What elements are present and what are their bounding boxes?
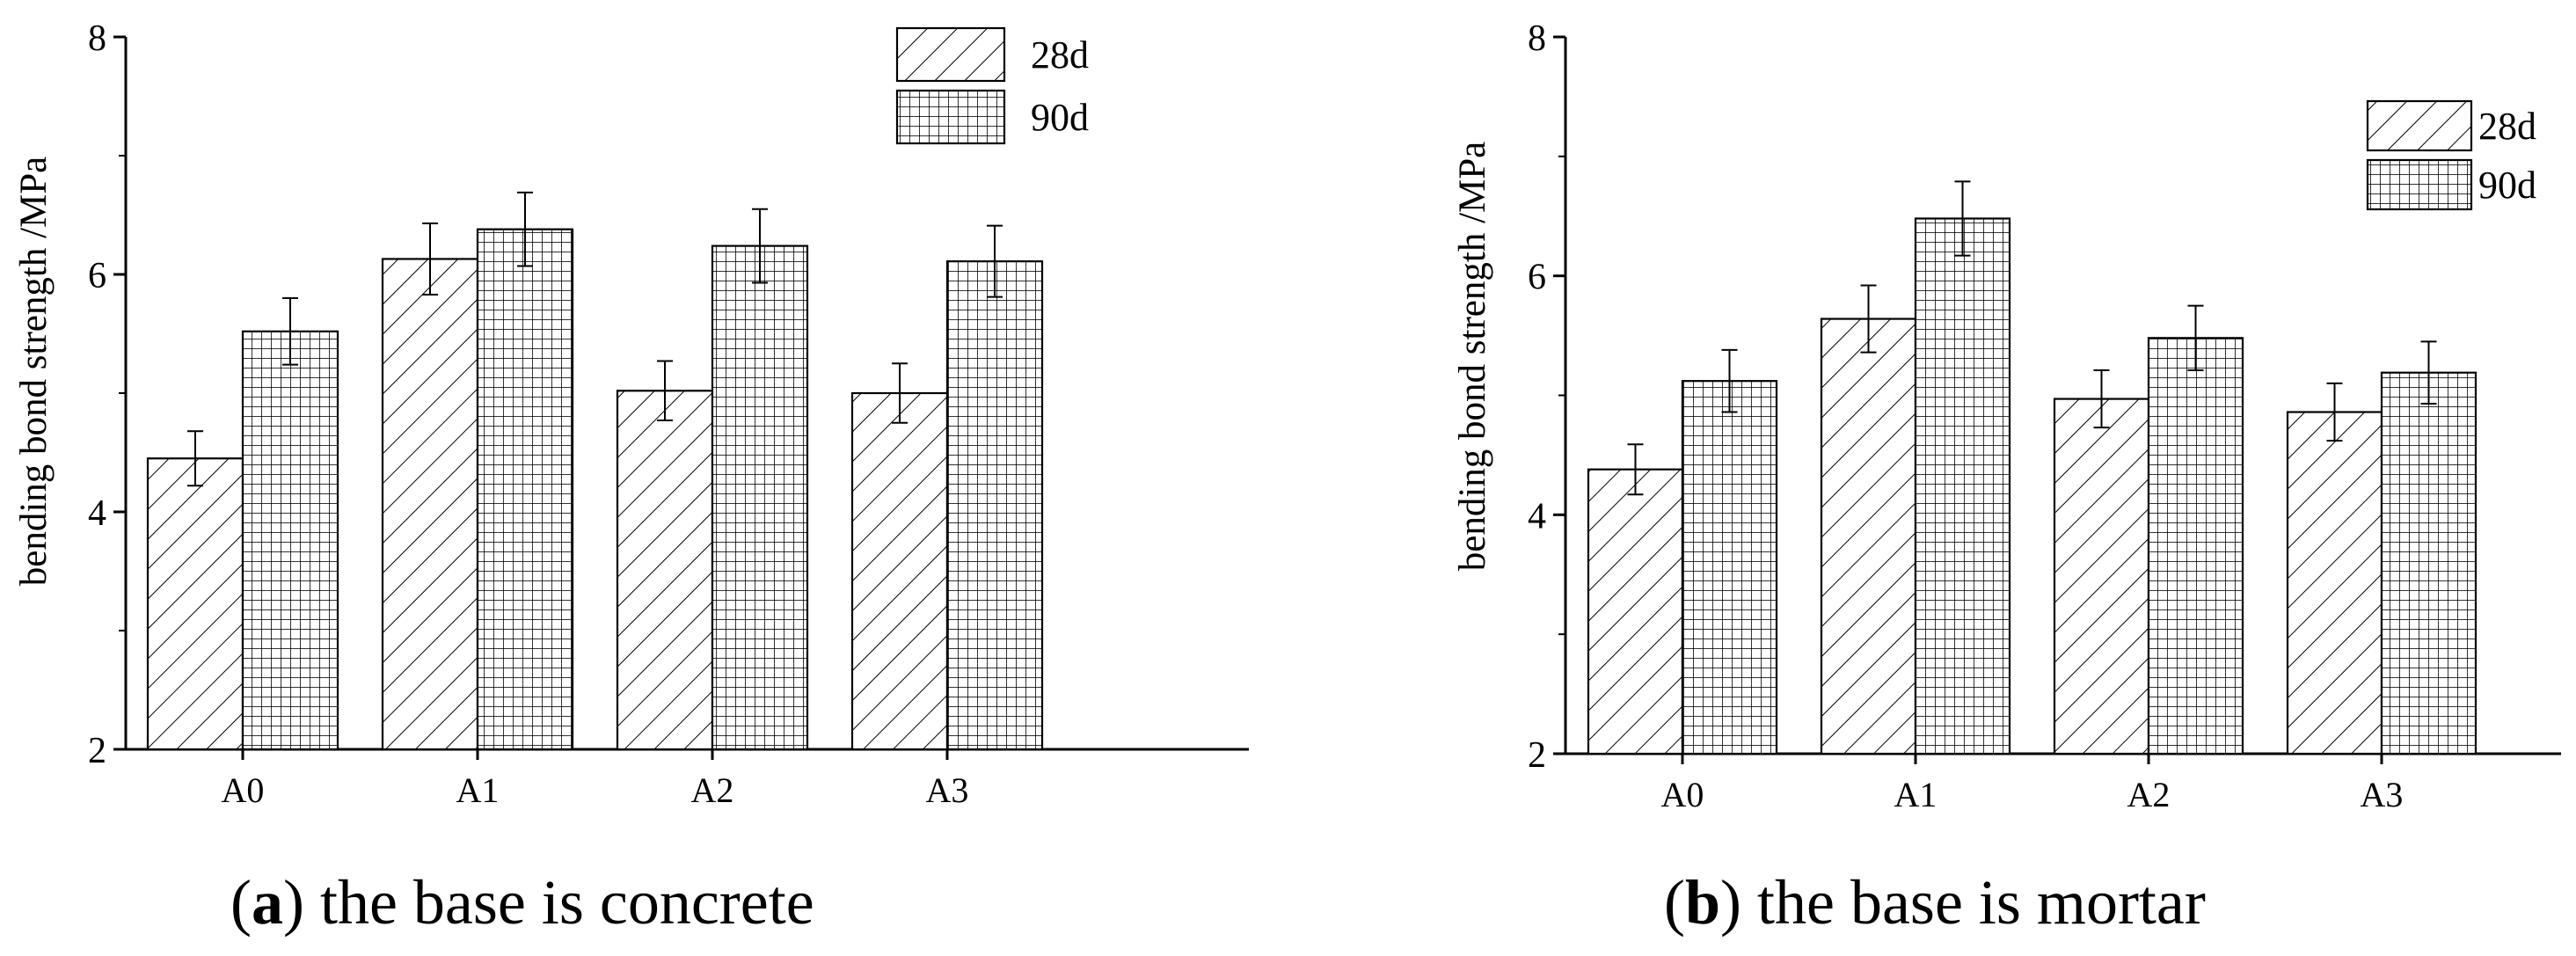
y-tick-label: 2 bbox=[88, 731, 106, 771]
chart-panel-a: 2 4 6 8 A0 A1 A2 A3 bending bond strength /MPa… bbox=[13, 18, 1249, 938]
bar-28d-A3 bbox=[2286, 411, 2383, 755]
error-bars bbox=[1627, 180, 2437, 496]
x-tick-label-A2: A2 bbox=[2127, 775, 2171, 814]
x-tick-label-A0: A0 bbox=[1661, 775, 1704, 814]
legend-swatch-28d bbox=[895, 26, 1006, 83]
x-tick-labels: A0 A1 A2 A3 bbox=[1661, 754, 2404, 814]
error-bars bbox=[187, 191, 1003, 487]
legend-swatch-90d bbox=[2366, 158, 2473, 211]
caption-open-paren: ( bbox=[1664, 867, 1685, 938]
caption-text: the base is mortar bbox=[1741, 867, 2206, 938]
bar-90d-A1 bbox=[1914, 217, 2011, 755]
bar-90d-A3 bbox=[2380, 371, 2477, 755]
y-tick-label: 6 bbox=[1528, 258, 1546, 298]
legend-swatch-28d bbox=[2366, 99, 2473, 152]
x-tick-labels: A0 A1 A2 A3 bbox=[222, 749, 969, 810]
y-tick-label: 4 bbox=[88, 493, 106, 534]
caption-open-paren: ( bbox=[230, 867, 252, 938]
legend-label-28d: 28d bbox=[1031, 33, 1089, 77]
caption-text: the base is concrete bbox=[304, 867, 814, 938]
x-tick-label-A0: A0 bbox=[222, 770, 265, 810]
bar-28d-A2 bbox=[2053, 398, 2150, 755]
bar-28d-A2 bbox=[616, 390, 714, 751]
panel-label: a bbox=[252, 867, 283, 938]
x-tick-label-A2: A2 bbox=[691, 770, 734, 810]
y-tick-label: 2 bbox=[1528, 735, 1546, 776]
legend-label-28d: 28d bbox=[2478, 105, 2536, 148]
bar-90d-A3 bbox=[945, 260, 1044, 751]
y-tick-label: 6 bbox=[88, 256, 106, 296]
x-tick-label-A1: A1 bbox=[1894, 775, 1937, 814]
bar-28d-A1 bbox=[1820, 317, 1917, 755]
bar-90d-A0 bbox=[241, 330, 339, 751]
bar-90d-A2 bbox=[711, 244, 809, 751]
y-tick-label: 8 bbox=[88, 18, 106, 59]
bar-28d-A0 bbox=[146, 457, 244, 751]
bar-90d-A1 bbox=[476, 228, 574, 751]
legend-swatch-90d bbox=[895, 89, 1006, 145]
y-tick-label: 4 bbox=[1528, 496, 1546, 536]
x-tick-label-A3: A3 bbox=[2361, 775, 2404, 814]
panel-label: b bbox=[1685, 867, 1720, 938]
panel-caption: (a) the base is concrete bbox=[230, 867, 814, 938]
caption-close-paren: ) bbox=[1720, 867, 1741, 938]
bars bbox=[1587, 217, 2477, 755]
panel-caption: (b) the base is mortar bbox=[1664, 867, 2206, 938]
y-axis-label: bending bond strength /MPa bbox=[13, 157, 55, 587]
y-tick-label: 8 bbox=[1528, 18, 1546, 59]
bar-90d-A0 bbox=[1681, 380, 1778, 755]
legend-label-90d: 90d bbox=[1031, 96, 1089, 139]
bar-28d-A1 bbox=[381, 258, 479, 751]
chart-panel-b: 2 4 6 8 A0 A1 A2 A3 bending bond strength /MPa… bbox=[1452, 18, 2561, 938]
x-tick-label-A3: A3 bbox=[926, 770, 969, 810]
bar-90d-A2 bbox=[2147, 337, 2244, 755]
x-tick-label-A1: A1 bbox=[456, 770, 500, 810]
y-axis-label: bending bond strength /MPa bbox=[1452, 142, 1493, 572]
bars bbox=[146, 228, 1044, 751]
y-ticks: 2 4 6 8 bbox=[1528, 18, 1565, 776]
bar-28d-A3 bbox=[850, 391, 949, 751]
y-ticks: 2 4 6 8 bbox=[88, 18, 126, 771]
legend-label-90d: 90d bbox=[2478, 164, 2536, 207]
bar-28d-A0 bbox=[1587, 468, 1684, 755]
caption-close-paren: ) bbox=[283, 867, 304, 938]
